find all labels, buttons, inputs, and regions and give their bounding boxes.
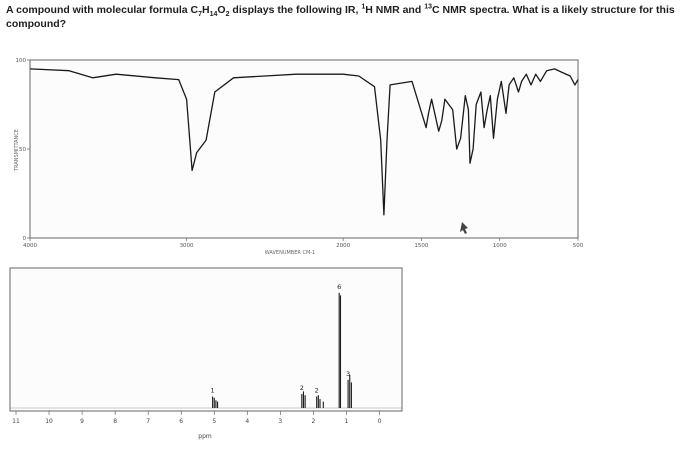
nmr-x-tick-label: 9	[80, 418, 84, 425]
question-part: A compound with molecular formula C	[6, 4, 199, 16]
nmr-integration-label: 6	[337, 283, 341, 291]
ir-x-tick-label: 4000	[23, 243, 37, 249]
ir-x-tick-label: 3000	[180, 243, 194, 249]
h-mass-superscript: 1	[361, 3, 366, 11]
ir-x-tick-label: 1000	[493, 243, 507, 249]
ir-y-tick-label: 100	[16, 58, 27, 64]
nmr-x-tick-label: 10	[45, 418, 53, 425]
nmr-plot-frame	[9, 267, 403, 412]
hydrogen-symbol: H	[202, 4, 210, 16]
oxygen-symbol: O	[217, 4, 226, 16]
oxygen-subscript: 2	[225, 11, 230, 19]
nmr-x-tick-label: 8	[113, 418, 117, 425]
nmr-integration-label: 2	[300, 384, 304, 392]
nmr-x-tick-label: 2	[311, 418, 315, 425]
nmr-integration-label: 1	[211, 386, 215, 394]
nmr-x-tick-label: 5	[212, 418, 216, 425]
question-part: displays the following IR,	[229, 4, 362, 16]
ir-y-axis-label: TRANSMITTANCE	[14, 129, 20, 172]
ir-x-axis-label: WAVENUMBER CM-1	[265, 250, 316, 256]
ir-y-tick-label: 0	[23, 236, 27, 242]
ir-x-tick-label: 2000	[336, 243, 350, 249]
nmr-x-axis-label: ppm	[198, 433, 212, 440]
nmr-x-tick-label: 6	[179, 418, 183, 425]
ir-x-tick-label: 1500	[414, 243, 428, 249]
ir-trace	[29, 68, 579, 216]
question-text: A compound with molecular formula C7H14O…	[6, 3, 696, 31]
question-part: H NMR and	[365, 4, 425, 16]
carbon-subscript: 7	[198, 11, 203, 19]
c-mass-superscript: 13	[424, 3, 432, 11]
hydrogen-subscript: 14	[209, 11, 218, 19]
nmr-x-tick-label: 11	[12, 418, 20, 425]
nmr-integration-label: 2	[315, 386, 319, 394]
nmr-x-tick-label: 7	[146, 418, 150, 425]
nmr-x-tick-label: 3	[278, 418, 282, 425]
nmr-x-tick-label: 0	[378, 418, 382, 425]
ir-x-tick-label: 500	[573, 243, 584, 249]
cursor-arrow-icon	[460, 222, 468, 234]
nmr-integration-label: 3	[346, 370, 350, 378]
ir-y-tick-label: 50	[19, 147, 26, 153]
nmr-chart: 1 2 263 11 10 9 8 7 6 5 4 3 2 1 0 ppm	[9, 267, 403, 440]
nmr-x-tick-label: 4	[245, 418, 249, 425]
ir-plot-frame	[29, 59, 579, 239]
nmr-x-tick-label: 1	[345, 418, 349, 425]
question-part: C NMR spectra. What is a likely structur…	[6, 4, 675, 30]
